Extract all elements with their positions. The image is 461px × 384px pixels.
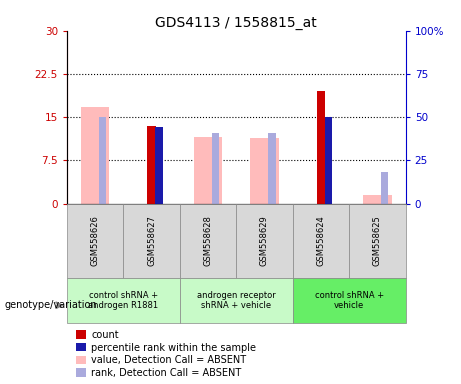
Text: count: count <box>91 330 119 340</box>
Text: rank, Detection Call = ABSENT: rank, Detection Call = ABSENT <box>91 368 242 378</box>
Bar <box>99 117 106 204</box>
Bar <box>180 278 293 323</box>
Bar <box>381 172 389 204</box>
Text: GSM558629: GSM558629 <box>260 215 269 266</box>
Text: GSM558624: GSM558624 <box>316 215 325 266</box>
Text: control shRNA +
androgen R1881: control shRNA + androgen R1881 <box>88 291 159 310</box>
Bar <box>293 204 349 278</box>
Bar <box>293 278 406 323</box>
Bar <box>180 204 236 278</box>
Text: GSM558625: GSM558625 <box>373 215 382 266</box>
Text: genotype/variation: genotype/variation <box>5 300 97 310</box>
Bar <box>123 204 180 278</box>
Text: percentile rank within the sample: percentile rank within the sample <box>91 343 256 353</box>
Text: GSM558626: GSM558626 <box>90 215 100 266</box>
Bar <box>317 91 325 204</box>
Bar <box>363 195 391 204</box>
Text: androgen receptor
shRNA + vehicle: androgen receptor shRNA + vehicle <box>197 291 276 310</box>
Bar <box>194 137 222 204</box>
Bar <box>67 278 180 323</box>
Bar <box>155 127 163 204</box>
Bar <box>236 204 293 278</box>
Bar <box>67 204 123 278</box>
Title: GDS4113 / 1558815_at: GDS4113 / 1558815_at <box>155 16 317 30</box>
Bar <box>81 107 109 204</box>
Text: GSM558627: GSM558627 <box>147 215 156 266</box>
Text: control shRNA +
vehicle: control shRNA + vehicle <box>315 291 384 310</box>
Bar <box>268 133 276 204</box>
Text: value, Detection Call = ABSENT: value, Detection Call = ABSENT <box>91 355 246 365</box>
Text: GSM558628: GSM558628 <box>203 215 213 266</box>
Bar <box>212 133 219 204</box>
Bar <box>349 204 406 278</box>
Bar <box>148 126 156 204</box>
Bar <box>250 139 278 204</box>
Bar <box>325 117 332 204</box>
